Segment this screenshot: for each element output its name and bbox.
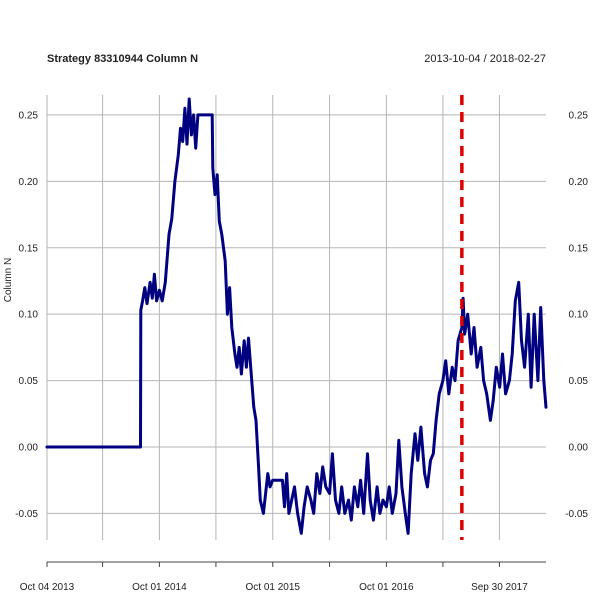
series-line — [45, 97, 548, 535]
y-tick-label-right: 0.25 — [569, 110, 589, 121]
y-tick-label-left: 0.20 — [19, 177, 39, 188]
y-tick-label-right: 0.20 — [569, 177, 589, 188]
chart-title: Strategy 83310944 Column N — [47, 53, 198, 65]
y-tick-label-left: 0.25 — [19, 110, 39, 121]
axis-layer: 0.25 0.25 0.20 0.20 0.15 0.15 0.10 0.10 0.05 0.05… — [15, 110, 588, 593]
y-tick-label-right: 0.15 — [569, 243, 589, 254]
series-layer — [45, 97, 548, 535]
grid — [46, 95, 546, 540]
x-tick-label: Sep 30 2017 — [471, 582, 528, 593]
x-tick-label: Oct 04 2013 — [20, 582, 75, 593]
x-tick-label: Oct 01 2014 — [132, 582, 187, 593]
x-tick-label: Oct 01 2016 — [359, 582, 414, 593]
date-range-label: 2013-10-04 / 2018-02-27 — [424, 53, 546, 65]
y-tick-label-right: 0.00 — [569, 443, 589, 454]
y-tick-label-right: 0.05 — [569, 376, 589, 387]
y-tick-label-left: 0.00 — [19, 443, 39, 454]
y-tick-label-left: -0.05 — [15, 509, 38, 520]
y-tick-label-right: 0.10 — [569, 310, 589, 321]
y-tick-label-left: 0.05 — [19, 376, 39, 387]
x-tick-label: Oct 01 2015 — [246, 582, 301, 593]
y-tick-label-right: -0.05 — [565, 509, 588, 520]
y-tick-label-left: 0.10 — [19, 310, 39, 321]
y-axis-label: Column N — [3, 258, 14, 302]
y-tick-label-left: 0.15 — [19, 243, 39, 254]
